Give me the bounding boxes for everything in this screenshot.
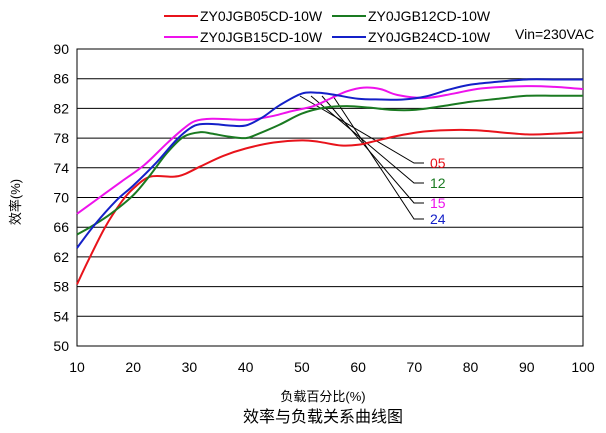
y-tick-label: 62: [53, 249, 69, 265]
x-tick-label: 30: [182, 359, 198, 375]
series-tag-12: 12: [430, 175, 446, 191]
x-tick-label: 40: [238, 359, 254, 375]
series-tag-05: 05: [430, 155, 446, 171]
legend-label-12: ZY0JGB12CD-10W: [368, 8, 491, 24]
leader-line-15: [321, 95, 424, 204]
y-tick-label: 86: [53, 71, 69, 87]
leader-line-24: [332, 95, 424, 220]
grid-lines: [77, 78, 583, 317]
series-tag-15: 15: [430, 195, 446, 211]
legend: ZY0JGB05CD-10W ZY0JGB12CD-10W ZY0JGB15CD-1…: [164, 8, 491, 45]
legend-label-15: ZY0JGB15CD-10W: [200, 29, 323, 45]
legend-label-24: ZY0JGB24CD-10W: [368, 29, 491, 45]
plot-frame: [76, 48, 584, 347]
y-tick-label: 50: [53, 338, 69, 354]
x-tick-label: 20: [125, 359, 141, 375]
x-tick-label: 50: [294, 359, 310, 375]
series-lines: [76, 78, 584, 285]
x-tick-label: 90: [519, 359, 535, 375]
x-tick-label: 60: [350, 359, 366, 375]
x-tick-label: 100: [571, 359, 595, 375]
x-axis-ticks: 10 20 30 40 50 60 70 80 90 100: [69, 359, 595, 375]
x-axis-title: 负载百分比(%): [280, 389, 365, 404]
x-tick-label: 10: [69, 359, 85, 375]
series-line-05: [76, 128, 584, 285]
series-line-15: [76, 85, 584, 215]
series-line-24: [76, 78, 584, 249]
y-tick-label: 70: [53, 190, 69, 206]
y-tick-label: 90: [53, 41, 69, 57]
vin-annotation: Vin=230VAC: [515, 26, 594, 42]
x-tick-label: 70: [407, 359, 423, 375]
y-tick-label: 74: [53, 160, 69, 176]
series-tag-24: 24: [430, 211, 446, 227]
series-line-12: [76, 94, 583, 236]
leader-line-12: [310, 95, 424, 184]
y-tick-label: 66: [53, 219, 69, 235]
y-tick-label: 54: [53, 308, 69, 324]
y-axis-title: 效率(%): [8, 179, 23, 225]
y-tick-label: 78: [53, 130, 69, 146]
annotation-leader-lines: [299, 95, 424, 220]
y-tick-label: 58: [53, 279, 69, 295]
chart-caption: 效率与负载关系曲线图: [243, 408, 403, 426]
y-tick-label: 82: [53, 100, 69, 116]
y-axis-ticks: 50 54 58 62 66 70 74 78 82 86 90: [53, 41, 69, 354]
x-tick-label: 80: [463, 359, 479, 375]
legend-label-05: ZY0JGB05CD-10W: [200, 8, 323, 24]
